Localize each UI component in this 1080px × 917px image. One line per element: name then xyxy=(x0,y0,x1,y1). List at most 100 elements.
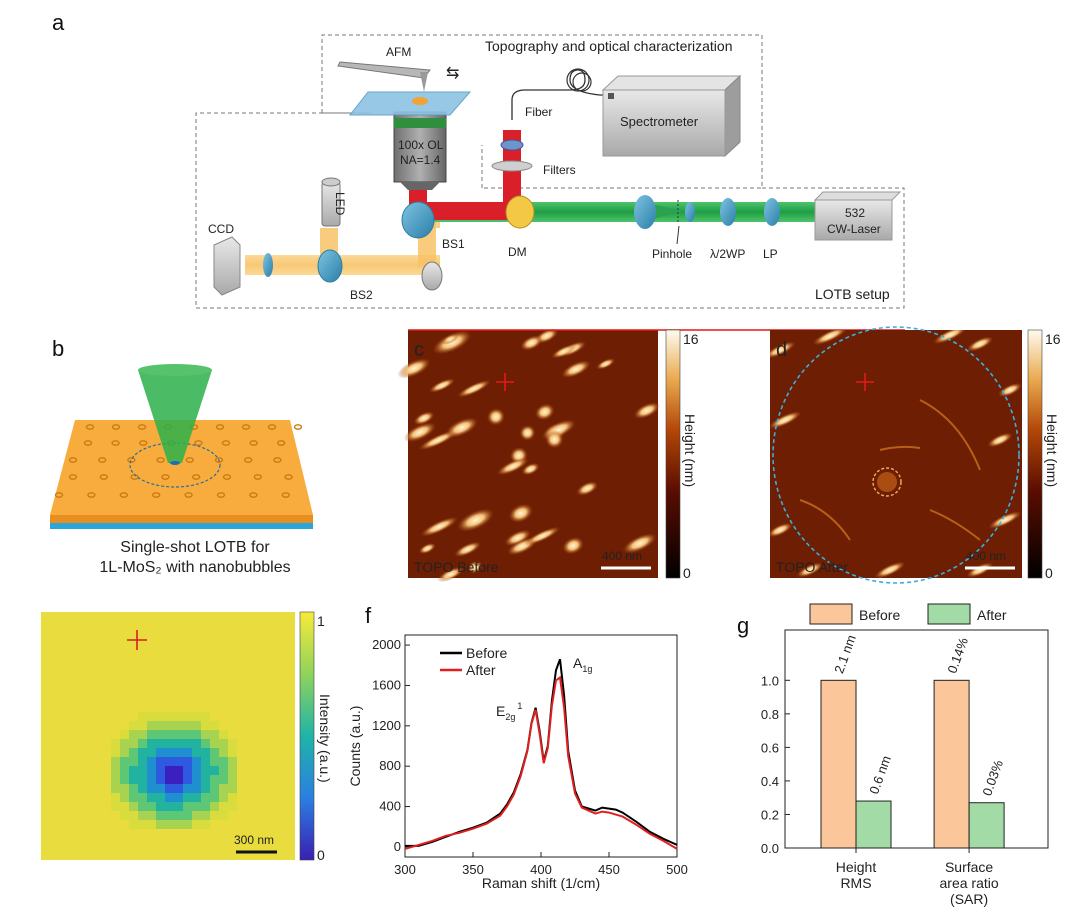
legend-before-text: Before xyxy=(859,607,900,623)
laser-label-1: 532 xyxy=(845,206,865,220)
topo-bubble xyxy=(486,408,505,426)
intensity-pixel xyxy=(111,793,120,802)
intensity-pixel xyxy=(192,748,201,757)
intensity-pixel xyxy=(210,784,219,793)
lotb-schematic xyxy=(50,364,313,529)
intensity-pixel xyxy=(111,748,120,757)
intensity-pixel xyxy=(192,811,201,820)
panel-g-label: g xyxy=(737,613,750,638)
intensity-pixel xyxy=(210,730,219,739)
intensity-pixel xyxy=(165,784,174,793)
schematic-caption-1: Single-shot LOTB for xyxy=(120,539,270,556)
bar-before xyxy=(933,679,970,849)
nanobubble xyxy=(276,440,286,446)
intensity-pixel xyxy=(219,748,228,757)
topo-bubble xyxy=(987,432,1013,448)
lotb-box-outline xyxy=(195,112,905,309)
topo-bubble xyxy=(521,462,540,476)
intensity-pixel xyxy=(192,739,201,748)
dm-mirror xyxy=(505,195,535,229)
topo-bubble xyxy=(441,333,459,345)
intensity-pixel xyxy=(165,811,174,820)
nanobubble xyxy=(54,492,64,498)
afm-scan-arrows: ⇆ xyxy=(446,65,459,82)
y-tick-label: 0 xyxy=(394,839,401,854)
y-tick-label: 0.2 xyxy=(761,807,779,822)
intensity-pixel xyxy=(201,730,210,739)
nanobubble xyxy=(214,457,224,463)
nanobubble xyxy=(83,440,93,446)
x-tick-label: 300 xyxy=(394,862,416,877)
colorbar-e: 1 0 Intensity (a.u.) xyxy=(299,611,333,863)
scalebar-e-label: 300 nm xyxy=(234,833,274,847)
x-tick-label: 350 xyxy=(462,862,484,877)
intensity-pixel xyxy=(201,802,210,811)
intensity-pixel xyxy=(138,802,147,811)
topo-bubble xyxy=(508,503,533,523)
intensity-pixel xyxy=(156,730,165,739)
intensity-pixel xyxy=(111,802,120,811)
intensity-pixel xyxy=(219,739,228,748)
intensity-pixel xyxy=(210,739,219,748)
intensity-pixel xyxy=(174,811,183,820)
filters-label: Filters xyxy=(543,163,576,177)
substrate-base xyxy=(50,523,313,529)
colorbar-c-title: Height (nm) xyxy=(682,414,698,487)
intensity-pixel xyxy=(165,757,174,766)
intensity-pixel xyxy=(192,820,201,829)
intensity-pixel xyxy=(165,793,174,802)
intensity-pixel xyxy=(228,793,237,802)
intensity-pixel xyxy=(174,730,183,739)
objective-label-1: 100x OL xyxy=(398,138,444,152)
intensity-pixel xyxy=(138,721,147,730)
topo-bubble xyxy=(622,533,657,554)
intensity-pixel xyxy=(228,802,237,811)
intensity-pixel xyxy=(201,811,210,820)
raman-ylabel: Counts (a.u.) xyxy=(347,706,363,787)
lp-element xyxy=(764,198,780,226)
intensity-pixel xyxy=(192,712,201,721)
topo-bubble xyxy=(596,358,616,370)
legend-after-label: After xyxy=(466,662,496,678)
intensity-pixel xyxy=(192,784,201,793)
intensity-pixel xyxy=(201,766,210,775)
topo-bubble xyxy=(770,341,796,359)
intensity-pixel xyxy=(165,730,174,739)
bar-value-label: 0.03% xyxy=(979,758,1006,798)
nanobubble xyxy=(243,457,253,463)
intensity-pixel xyxy=(147,775,156,784)
intensity-pixel xyxy=(174,793,183,802)
topo-box-outline xyxy=(321,34,763,189)
intensity-pixel xyxy=(192,721,201,730)
intensity-pixel xyxy=(129,775,138,784)
y-tick-label: 1600 xyxy=(372,677,401,692)
peak-e2g-label: E2g1 xyxy=(496,701,522,722)
fiber-label: Fiber xyxy=(525,105,552,119)
y-tick-label: 2000 xyxy=(372,637,401,652)
intensity-pixel xyxy=(111,766,120,775)
intensity-pixel xyxy=(120,811,129,820)
intensity-pixel xyxy=(192,766,201,775)
topo-before-label: TOPO Before xyxy=(414,559,499,575)
bs2-splitter xyxy=(317,249,343,283)
topo-bubble xyxy=(413,411,435,426)
nanobubble xyxy=(161,474,170,480)
intensity-pixel xyxy=(183,775,192,784)
series-line-after xyxy=(404,675,678,850)
waveplate-label: λ/2WP xyxy=(710,247,745,261)
topo-bubble xyxy=(796,562,824,578)
category-label: Height xyxy=(836,859,877,875)
nanobubble xyxy=(216,492,226,498)
spectrometer-label: Spectrometer xyxy=(620,114,699,129)
topo-bubble xyxy=(418,542,436,555)
intensity-pixel xyxy=(210,802,219,811)
intensity-pixel xyxy=(147,802,156,811)
nanobubble xyxy=(249,440,258,446)
intensity-pixel xyxy=(156,757,165,766)
topo-bubble xyxy=(496,457,529,476)
intensity-pixel xyxy=(174,739,183,748)
y-tick-label: 400 xyxy=(379,799,401,814)
topo-bubble xyxy=(437,566,464,583)
x-tick-label: 500 xyxy=(666,862,688,877)
intensity-pixel xyxy=(147,784,156,793)
